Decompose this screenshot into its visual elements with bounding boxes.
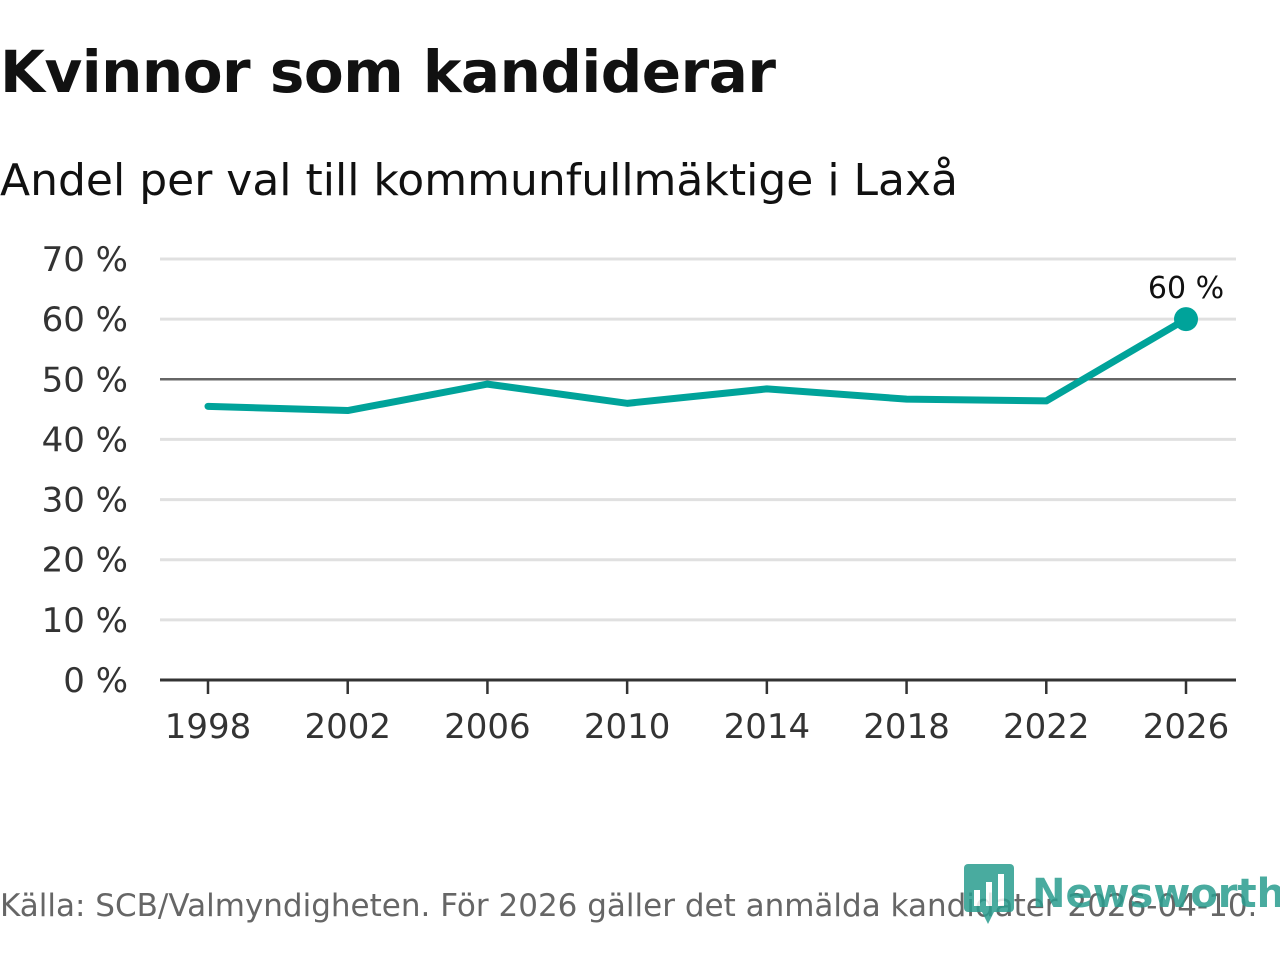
newsworthy-logo-icon <box>964 864 1014 924</box>
chart-subtitle: Andel per val till kommunfullmäktige i L… <box>0 155 959 206</box>
source-note: Källa: SCB/Valmyndigheten. För 2026 gäll… <box>0 888 1258 924</box>
x-tick-label: 1998 <box>165 707 252 747</box>
y-tick-label: 20 % <box>42 541 128 581</box>
x-tick-label: 2026 <box>1143 707 1230 747</box>
x-tick-label: 2018 <box>863 707 950 747</box>
y-axis-tick-labels: 0 % 10 % 20 % 30 % 40 % 50 % 60 % 70 % <box>42 240 128 701</box>
y-tick-label: 0 % <box>63 661 128 701</box>
brand-logo: Newsworthy <box>964 864 1280 924</box>
x-tick-label: 2014 <box>724 707 811 747</box>
x-tick-label: 2006 <box>444 707 531 747</box>
x-tick-label: 2002 <box>304 707 391 747</box>
series <box>204 315 1190 415</box>
brand-name: Newsworthy <box>1032 871 1280 917</box>
highlight-point <box>1174 307 1198 332</box>
x-tick-label: 2022 <box>1003 707 1090 747</box>
x-axis <box>160 678 1236 694</box>
gridlines <box>160 257 1236 622</box>
data-label: 60 % <box>1148 271 1224 306</box>
chart-title: Kvinnor som kandiderar <box>0 38 776 106</box>
series-line <box>204 315 1190 415</box>
y-tick-label: 40 % <box>42 420 128 460</box>
annotations: 60 % <box>1148 271 1224 332</box>
y-tick-label: 30 % <box>42 481 128 521</box>
x-axis-tick-labels: 1998 2002 2006 2010 2014 2018 2022 2026 <box>165 707 1230 747</box>
x-tick-label: 2010 <box>584 707 671 747</box>
y-tick-label: 60 % <box>42 300 128 340</box>
y-tick-label: 50 % <box>42 360 128 400</box>
y-tick-label: 10 % <box>42 601 128 641</box>
y-tick-label: 70 % <box>42 240 128 280</box>
